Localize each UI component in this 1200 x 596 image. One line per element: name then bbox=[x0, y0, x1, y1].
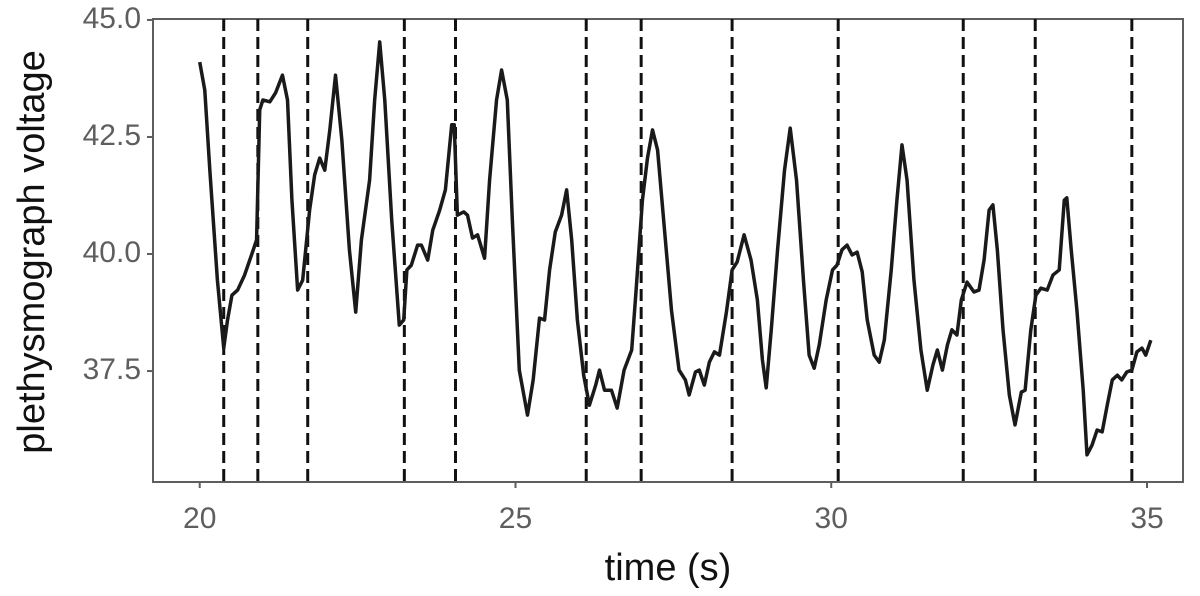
plot-border bbox=[152, 18, 1184, 483]
data-line bbox=[198, 40, 1153, 457]
x-tick-label: 30 bbox=[815, 502, 848, 535]
y-tick-label: 40.0 bbox=[83, 236, 141, 269]
x-tick-label: 20 bbox=[183, 502, 216, 535]
y-tick-label: 42.5 bbox=[83, 119, 141, 152]
y-tick-label: 37.5 bbox=[83, 353, 141, 386]
x-tick-label: 35 bbox=[1130, 502, 1163, 535]
x-tick-label: 25 bbox=[499, 502, 532, 535]
y-axis-title: plethysmograph voltage bbox=[11, 50, 53, 453]
y-tick-label: 45.0 bbox=[83, 2, 141, 35]
x-axis-title: time (s) bbox=[605, 547, 732, 589]
